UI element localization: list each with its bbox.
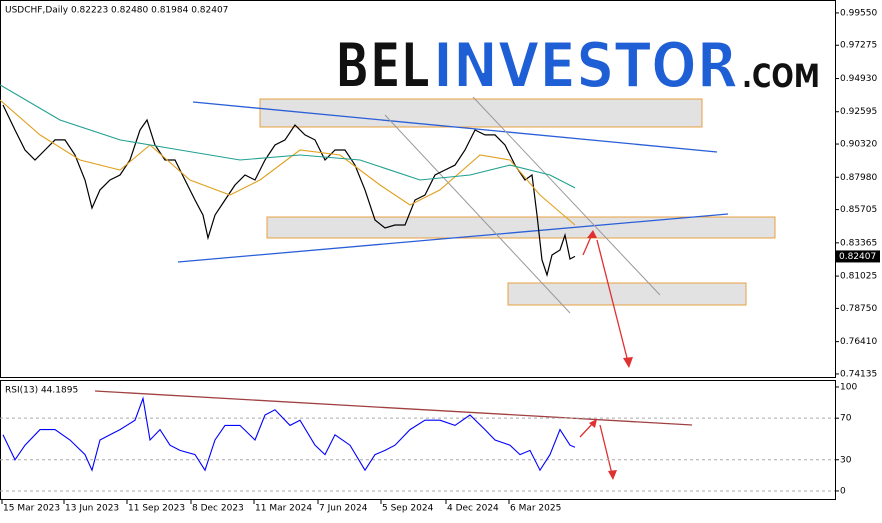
rsi-panel (0, 380, 836, 500)
chart-title: USDCHF,Daily 0.82223 0.82480 0.81984 0.8… (5, 6, 228, 16)
y-tick-label: 0 (840, 486, 846, 496)
zone (266, 216, 776, 239)
arrow-head (589, 419, 597, 428)
y-tick-label: 0.74135 (840, 369, 877, 379)
price-panel (0, 0, 836, 378)
trendline (192, 101, 718, 153)
y-tick-label: 0.76410 (840, 337, 877, 347)
series-line (2, 396, 576, 472)
arrow (599, 424, 613, 475)
x-tick-label: 8 Dec 2023 (192, 504, 244, 514)
logo-com: .COM (742, 57, 820, 95)
logo: BEL INVESTOR .COM (334, 28, 820, 103)
y-tick-label: 0.87980 (840, 173, 877, 183)
last-price-label: 0.82407 (839, 252, 876, 262)
trendline (177, 213, 729, 263)
series-line (0, 99, 576, 226)
y-tick-label: 100 (840, 382, 857, 392)
y-tick-label: 0.97275 (840, 41, 877, 51)
series-line (0, 84, 576, 189)
x-tick-label: 7 Jun 2024 (319, 504, 368, 514)
logo-bel: BEL (335, 29, 430, 102)
drawings (94, 96, 729, 480)
y-tick-label: 0.81025 (840, 272, 877, 282)
channel-line (384, 114, 571, 314)
y-tick-label: 0.83365 (840, 238, 877, 248)
arrow-head (587, 230, 597, 238)
x-tick-label: 4 Dec 2024 (447, 504, 499, 514)
y-tick-label: 0.92595 (840, 107, 877, 117)
y-tick-label: 70 (840, 414, 852, 424)
zone (507, 282, 747, 306)
x-tick-label: 11 Sep 2023 (128, 504, 185, 514)
x-tick-label: 11 Mar 2024 (255, 504, 312, 514)
channel-line (472, 96, 661, 296)
arrow-head (608, 470, 617, 480)
logo-investor: INVESTOR (433, 29, 738, 102)
x-tick-label: 6 Mar 2025 (510, 504, 561, 514)
y-tick-label: 0.94930 (840, 74, 877, 84)
x-tick-label: 5 Sep 2024 (382, 504, 434, 514)
y-tick-label: 0.85705 (840, 205, 877, 215)
y-tick-label: 0.90320 (840, 140, 877, 150)
arrow-head (623, 357, 633, 368)
rsi-title: RSI(13) 44.1895 (5, 386, 78, 396)
x-tick-label: 13 Jun 2023 (65, 504, 119, 514)
x-tick-label: 15 Mar 2023 (3, 504, 60, 514)
zone (259, 98, 703, 128)
last-price-box (836, 250, 880, 263)
y-tick-label: 0.78750 (840, 304, 877, 314)
arrow (596, 239, 629, 363)
y-tick-label: 30 (840, 455, 852, 465)
y-tick-label: 0.99550 (840, 8, 877, 18)
rsi-trendline (94, 390, 693, 426)
series-line (2, 104, 576, 278)
zones (259, 98, 776, 306)
